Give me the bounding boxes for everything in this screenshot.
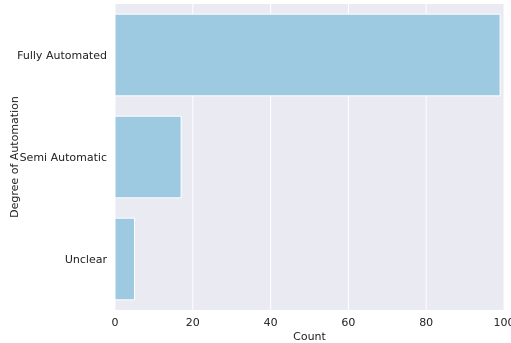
x-tick-label: 60: [341, 316, 355, 329]
bar-unclear: [114, 217, 135, 301]
y-tick-label: Fully Automated: [17, 49, 107, 62]
x-tick-label: 0: [112, 316, 119, 329]
bars: [114, 13, 501, 301]
bar-semi-automatic: [114, 115, 182, 199]
x-tick-label: 100: [494, 316, 511, 329]
x-tick-label: 80: [419, 316, 433, 329]
x-tick-label: 20: [186, 316, 200, 329]
x-tick-label: 40: [264, 316, 278, 329]
y-tick-labels: Fully Automated Semi Automatic Unclear: [17, 49, 107, 266]
y-tick-label: Semi Automatic: [20, 151, 107, 164]
x-tick-labels: 0 20 40 60 80 100: [112, 316, 511, 329]
y-tick-label: Unclear: [65, 253, 108, 266]
y-axis-title: Degree of Automation: [8, 96, 21, 218]
bar-fully-automated: [114, 13, 501, 97]
x-axis-title: Count: [293, 330, 326, 343]
